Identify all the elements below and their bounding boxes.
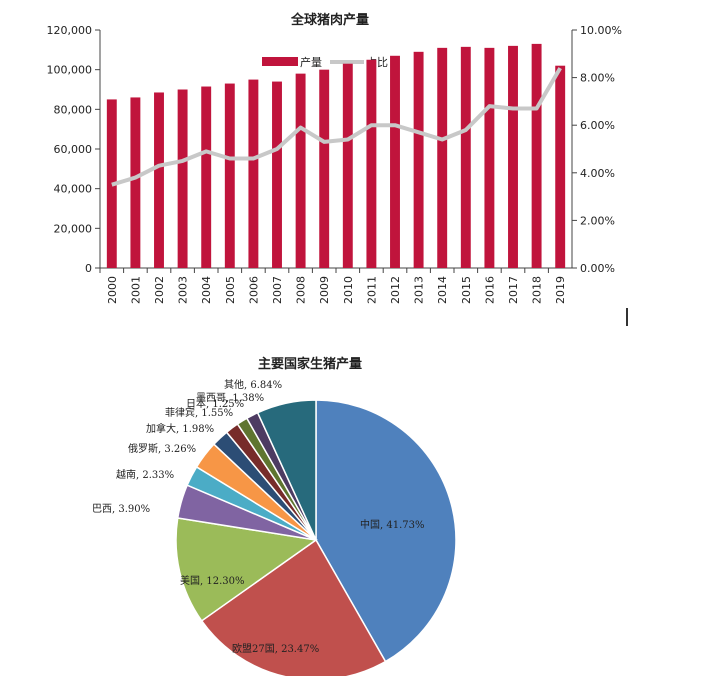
x-tick-label: 2010 — [342, 276, 355, 304]
x-tick-label: 2015 — [460, 276, 473, 304]
pie-slice-label: 加拿大, 1.98% — [146, 422, 214, 435]
pie-slice-label: 其他, 6.84% — [224, 378, 282, 391]
pie-slice-label: 菲律宾, 1.55% — [165, 406, 233, 419]
production-bar — [555, 65, 566, 268]
pork-production-chart: 全球猪肉产量 产量 占比 020,00040,00060,00080,00010… — [47, 12, 622, 304]
production-bar — [413, 51, 424, 268]
production-bar — [531, 43, 542, 269]
x-tick-label: 2011 — [365, 276, 378, 304]
production-bar — [201, 86, 212, 269]
production-bar — [508, 45, 518, 268]
x-tick-label: 2004 — [200, 276, 213, 304]
bar-chart-title: 全球猪肉产量 — [290, 12, 369, 28]
production-bar — [342, 63, 353, 268]
text-cursor-mark — [626, 308, 628, 326]
x-tick-label: 2019 — [554, 276, 567, 304]
x-tick-label: 2002 — [153, 276, 166, 304]
x-tick-label: 2001 — [129, 276, 142, 304]
pie-chart-title: 主要国家生猪产量 — [258, 356, 362, 372]
x-tick-label: 2003 — [177, 276, 190, 304]
y-right-tick-label: 0.00% — [580, 262, 615, 275]
x-tick-label: 2006 — [247, 276, 260, 304]
production-bar — [272, 81, 282, 268]
pie-slice-label: 美国, 12.30% — [180, 574, 245, 587]
y-left-tick-label: 0 — [85, 262, 92, 275]
y-right-tick-label: 8.00% — [580, 72, 615, 85]
hog-production-pie-chart: 主要国家生猪产量 中国, 41.73% 欧盟27国, 23.47% 美国, 12.3… — [92, 356, 457, 676]
x-tick-label: 2017 — [507, 276, 520, 304]
production-bar — [130, 97, 141, 268]
production-bar — [319, 69, 330, 269]
production-bar — [248, 79, 259, 268]
x-tick-label: 2018 — [531, 276, 544, 304]
y-left-tick-label: 80,000 — [54, 103, 93, 116]
y-left-tick-label: 120,000 — [47, 24, 93, 37]
x-tick-label: 2007 — [271, 276, 284, 304]
production-bar — [295, 73, 306, 268]
legend-swatch-production — [262, 57, 298, 66]
x-tick-label: 2009 — [318, 276, 331, 304]
pie-slice-label: 巴西, 3.90% — [92, 503, 150, 515]
y-left-tick-label: 60,000 — [54, 143, 93, 156]
x-tick-label: 2005 — [224, 276, 237, 304]
y-left-tick-label: 40,000 — [54, 183, 93, 196]
y-right-tick-label: 2.00% — [580, 214, 615, 227]
production-bar — [224, 83, 235, 268]
pie-slice-label: 欧盟27国, 23.47% — [232, 643, 319, 655]
x-tick-label: 2000 — [106, 276, 119, 304]
pie-slice — [256, 399, 317, 541]
pie-slice-label: 越南, 2.33% — [116, 468, 174, 481]
production-bar — [366, 59, 377, 268]
production-bar — [390, 55, 400, 269]
pie-slice-label: 中国, 41.73% — [360, 518, 425, 531]
pie-slice — [175, 517, 318, 622]
pie-slice-label: 日本, 1.25% — [186, 397, 244, 410]
y-right-tick-label: 6.00% — [580, 119, 615, 132]
production-bar — [460, 46, 471, 268]
production-bar — [437, 47, 448, 268]
pie-slice-label: 俄罗斯, 3.26% — [128, 442, 196, 455]
pie-slice — [315, 399, 457, 663]
y-right-tick-label: 4.00% — [580, 167, 615, 180]
x-tick-label: 2013 — [413, 276, 426, 304]
x-tick-label: 2014 — [436, 276, 449, 304]
production-bar — [177, 89, 188, 268]
y-right-tick-label: 10.00% — [580, 24, 622, 37]
y-left-tick-label: 100,000 — [47, 64, 93, 77]
x-tick-label: 2012 — [389, 276, 402, 304]
pie-slice — [200, 538, 387, 676]
x-tick-label: 2008 — [295, 276, 308, 304]
pie-slice-label: 墨西哥, 1.38% — [196, 392, 264, 404]
y-left-tick-label: 20,000 — [54, 222, 93, 235]
x-tick-label: 2016 — [483, 276, 496, 304]
production-bar — [484, 47, 495, 268]
production-bar — [154, 92, 164, 268]
share-line-series — [111, 67, 562, 187]
legend-label-production: 产量 — [300, 55, 322, 69]
